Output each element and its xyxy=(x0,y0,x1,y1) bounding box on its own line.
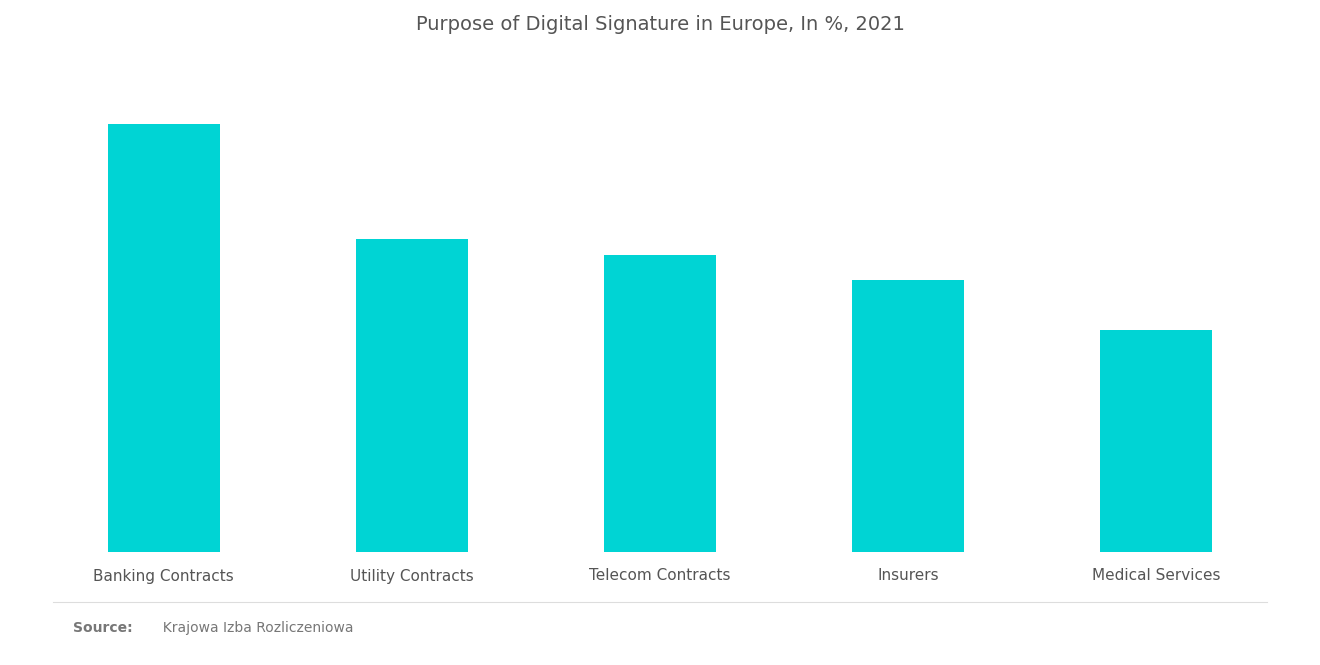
Text: Krajowa Izba Rozliczeniowa: Krajowa Izba Rozliczeniowa xyxy=(154,621,354,635)
Bar xyxy=(605,255,715,552)
Bar xyxy=(108,124,219,552)
Title: Purpose of Digital Signature in Europe, In %, 2021: Purpose of Digital Signature in Europe, … xyxy=(416,15,904,34)
Bar xyxy=(853,280,964,552)
Text: Source:: Source: xyxy=(73,621,132,635)
Bar xyxy=(1101,330,1212,552)
Bar xyxy=(356,239,467,552)
